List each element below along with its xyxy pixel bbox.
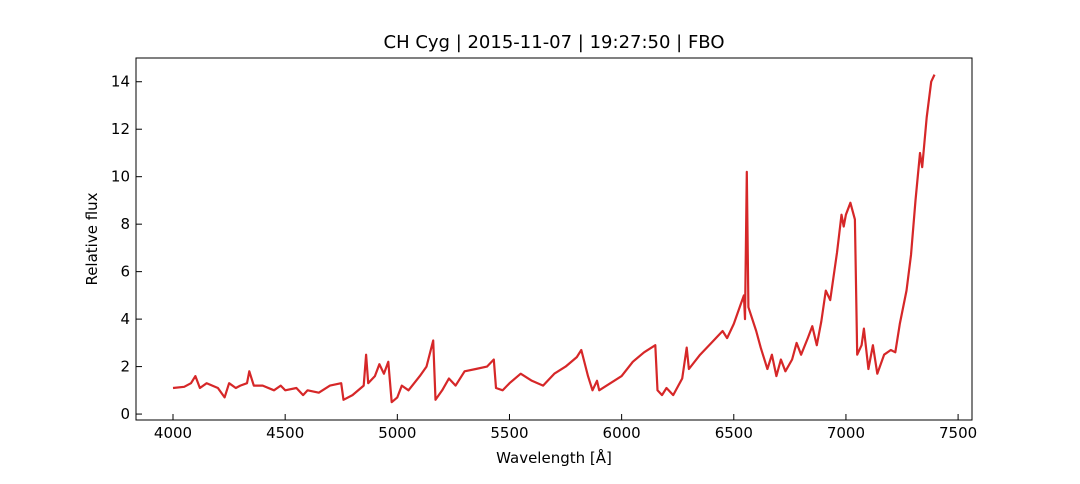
y-tick-label: 12 [111,120,130,138]
y-tick-label: 0 [120,405,130,423]
x-tick-label: 6500 [715,424,753,442]
x-axis-label: Wavelength [Å] [496,448,612,467]
plot-frame [135,57,973,421]
y-tick-label: 10 [111,168,130,186]
x-tick-label: 4500 [266,424,304,442]
y-tick-label: 14 [111,73,130,91]
spectrum-line [172,74,936,404]
x-tick-label: 5500 [490,424,528,442]
y-tick-label: 8 [120,215,130,233]
y-tick-label: 6 [120,263,130,281]
chart-title: CH Cyg | 2015-11-07 | 19:27:50 | FBO [384,32,725,53]
y-axis-label: Relative flux [83,192,101,285]
x-tick-label: 7500 [939,424,977,442]
x-tick-label: 6000 [603,424,641,442]
y-tick-label: 2 [120,358,130,376]
x-tick-label: 7000 [827,424,865,442]
x-tick-label: 4000 [154,424,192,442]
x-tick-label: 5000 [378,424,416,442]
y-tick-label: 4 [120,310,130,328]
